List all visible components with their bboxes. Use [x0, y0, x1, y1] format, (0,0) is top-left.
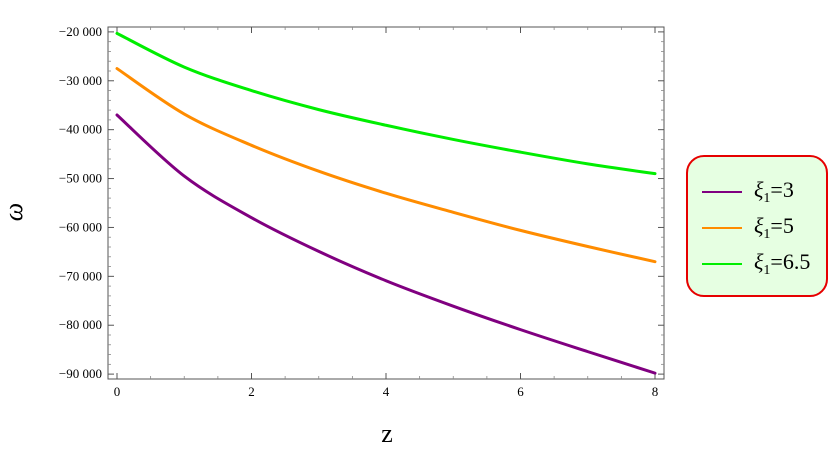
y-tick-label: −80 000 [59, 317, 102, 332]
y-tick-label: −60 000 [59, 219, 102, 234]
legend: ξ1=3 ξ1=5 ξ1=6.5 [686, 155, 828, 297]
x-axis-title: z [381, 419, 393, 448]
legend-item-xi-5: ξ1=5 [702, 213, 794, 243]
series-layer [115, 31, 657, 375]
legend-swatch [702, 191, 742, 193]
plot-frame [107, 26, 665, 380]
legend-swatch [702, 263, 742, 265]
y-tick-label: −20 000 [59, 24, 102, 39]
y-tick-label: −50 000 [59, 171, 102, 186]
legend-item-xi-6-5: ξ1=6.5 [702, 249, 810, 279]
x-tick-label: 2 [248, 384, 255, 399]
y-axis-title: ω [0, 203, 28, 221]
x-tick-label: 8 [652, 384, 659, 399]
legend-label: ξ1=5 [754, 213, 794, 242]
x-tick-label: 0 [114, 384, 121, 399]
legend-swatch [702, 227, 742, 229]
y-tick-label: −30 000 [59, 73, 102, 88]
x-tick-label: 6 [517, 384, 524, 399]
legend-item-xi-3: ξ1=3 [702, 177, 794, 207]
series-line-0 [115, 113, 657, 375]
legend-label: ξ1=3 [754, 177, 794, 206]
x-tick-label: 4 [383, 384, 390, 399]
y-tick-label: −70 000 [59, 268, 102, 283]
y-tick-label: −40 000 [59, 122, 102, 137]
legend-label: ξ1=6.5 [754, 249, 811, 278]
ticks-layer: −20 000 −30 000 −40 000 −50 000 −60 000 −70 0… [59, 24, 664, 399]
y-tick-label: −90 000 [59, 366, 102, 381]
series-line-2 [115, 31, 657, 176]
series-line-1 [115, 67, 657, 264]
